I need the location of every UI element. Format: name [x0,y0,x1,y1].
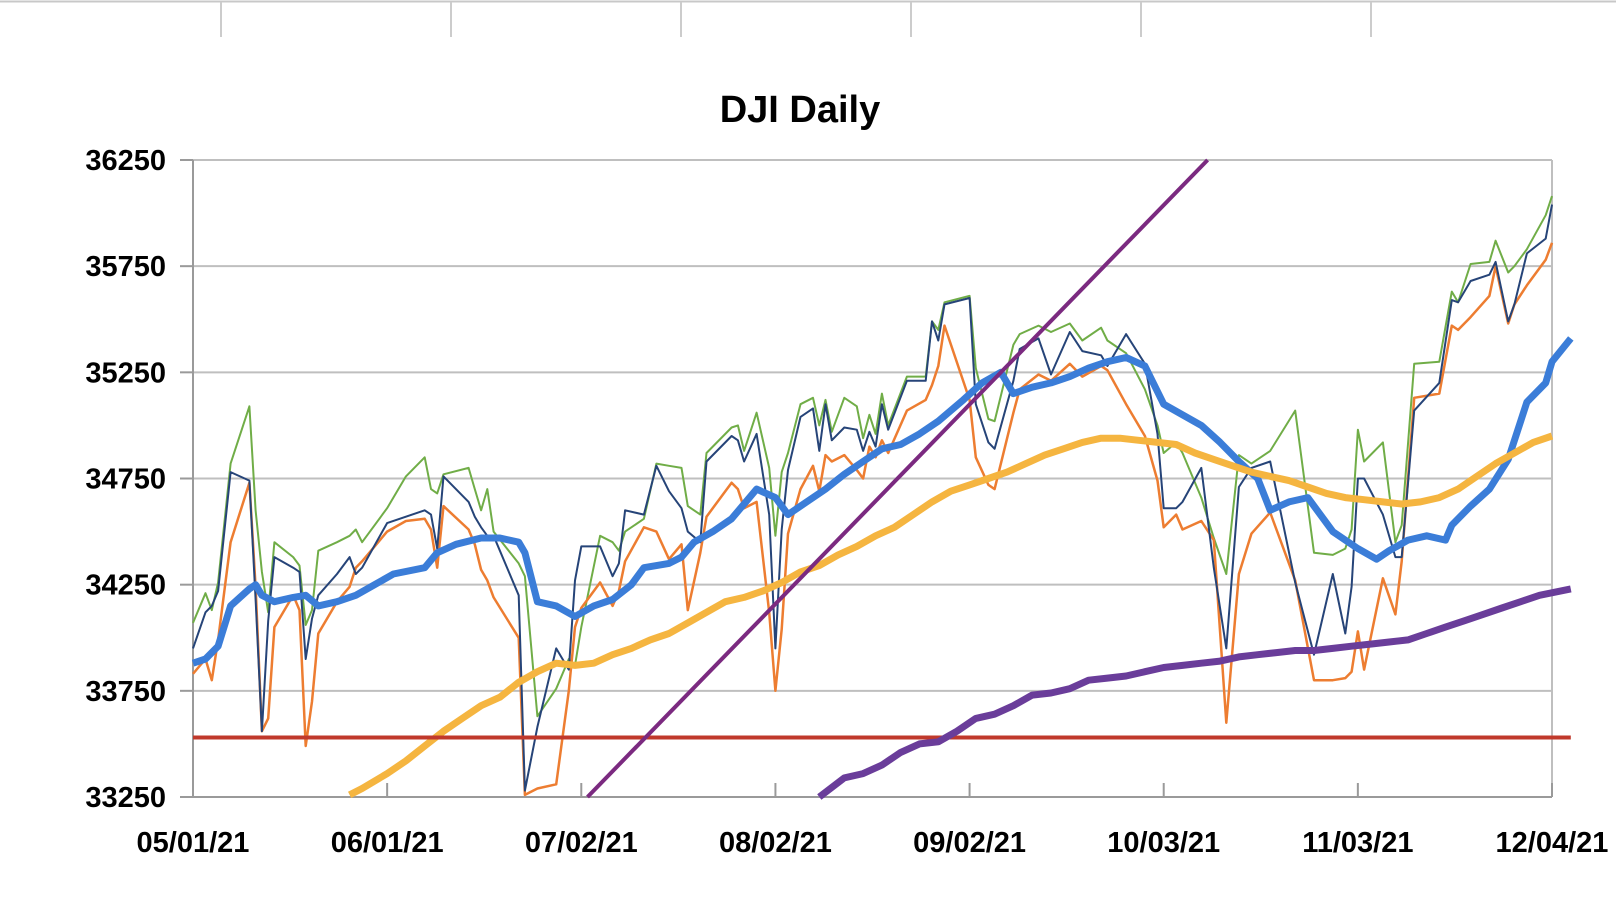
y-tick-label: 35250 [85,357,166,389]
y-tick-label: 34250 [85,570,166,602]
x-tick-label: 11/03/21 [1302,827,1413,859]
upper-band-line [192,195,1553,718]
y-tick-label: 33750 [85,676,166,708]
long-moving-average-line [348,432,1554,799]
short-moving-average-line [191,336,1574,667]
close-line [192,204,1553,792]
y-tick-label: 34750 [85,464,166,496]
x-tick-label: 09/02/21 [913,827,1026,859]
x-tick-label: 08/02/21 [719,827,832,859]
y-tick-label: 35750 [85,251,166,283]
x-axis-ticks: 05/01/21 06/01/21 07/02/21 08/02/21 09/02/21… [137,783,1609,859]
lower-band-line [192,242,1554,797]
x-tick-label: 06/01/21 [331,827,444,859]
x-tick-label: 12/04/21 [1496,827,1609,859]
long-term-moving-average-line [817,585,1572,800]
y-axis-ticks: 36250 35750 35250 34750 34250 33750 33250 [85,145,193,814]
y-tick-label: 33250 [85,782,166,814]
grid [192,159,1553,798]
x-tick-label: 07/02/21 [525,827,638,859]
x-tick-label: 05/01/21 [137,827,250,859]
x-tick-label: 10/03/21 [1107,827,1220,859]
top-strip [0,0,1616,37]
trend-line [586,158,1210,799]
chart-title: DJI Daily [720,89,881,131]
series-layer [191,158,1574,800]
y-tick-label: 36250 [85,145,166,177]
